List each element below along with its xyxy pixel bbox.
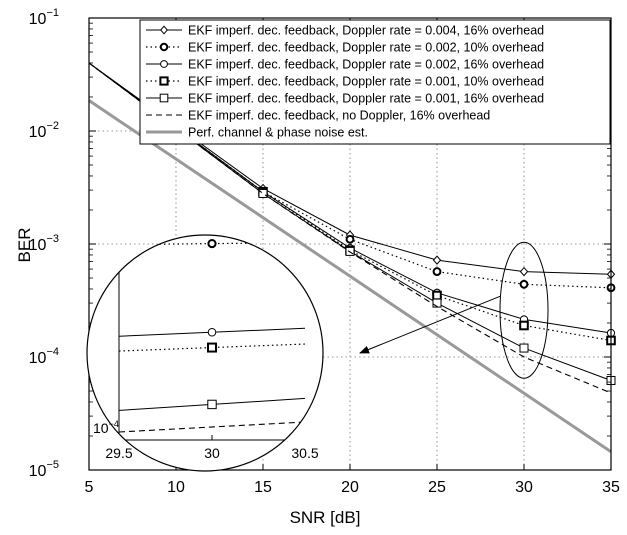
x-tick-label: 20 bbox=[341, 479, 359, 496]
marker-diamond bbox=[208, 207, 215, 215]
y-tick-exponent: −5 bbox=[46, 459, 59, 471]
marker-circle-bold bbox=[519, 279, 529, 289]
legend-entry-6: EKF imperf. dec. feedback, no Doppler, 1… bbox=[146, 109, 490, 123]
x-tick-label: 5 bbox=[85, 479, 94, 496]
marker-square bbox=[258, 188, 268, 198]
marker-square-bold bbox=[432, 290, 442, 301]
series-line bbox=[88, 99, 612, 454]
y-tick-label: 10−1 bbox=[29, 7, 59, 28]
series-1 bbox=[88, 62, 616, 279]
y-tick-label: 10−3 bbox=[29, 233, 59, 254]
marker-diamond bbox=[160, 25, 168, 35]
legend-entry-2: EKF imperf. dec. feedback, Doppler rate … bbox=[146, 41, 544, 55]
marker-square bbox=[159, 93, 169, 103]
y-tick-base: 10 bbox=[29, 11, 47, 28]
x-tick-label: 30 bbox=[515, 479, 533, 496]
y-tick-base: 10 bbox=[29, 463, 47, 480]
inset-y-tick-exponent: −4 bbox=[109, 419, 119, 429]
marker-circle-bold bbox=[159, 42, 169, 52]
x-tick-label: 10 bbox=[167, 479, 185, 496]
legend-label: EKF imperf. dec. feedback, Doppler rate … bbox=[188, 41, 544, 55]
x-tick-label: 25 bbox=[428, 479, 446, 496]
inset-y-tick-label: 10−4 bbox=[93, 419, 119, 436]
marker-square-bold bbox=[519, 320, 529, 331]
inset-x-tick-label: 29.5 bbox=[105, 445, 132, 461]
series-layer bbox=[88, 62, 616, 394]
legend-label: EKF imperf. dec. feedback, Doppler rate … bbox=[188, 24, 544, 38]
inset-series-3 bbox=[118, 327, 306, 337]
y-tick-exponent: −1 bbox=[46, 7, 59, 19]
x-axis-label: SNR [dB] bbox=[290, 508, 361, 527]
y-tick-base: 10 bbox=[29, 350, 47, 367]
legend-entry-7: Perf. channel & phase noise est. bbox=[146, 126, 368, 140]
marker-circle-bold bbox=[432, 267, 442, 276]
zoom-arrow bbox=[359, 295, 501, 354]
inset-series-1 bbox=[119, 207, 305, 215]
legend-box bbox=[139, 19, 611, 145]
legend: EKF imperf. dec. feedback, Doppler rate … bbox=[139, 19, 611, 145]
y-tick-base: 10 bbox=[29, 237, 47, 254]
y-tick-exponent: −2 bbox=[46, 120, 59, 132]
marker-diamond bbox=[519, 266, 529, 277]
series-line bbox=[88, 62, 612, 342]
x-tick-label: 15 bbox=[254, 479, 272, 496]
zoom-ellipse bbox=[499, 241, 549, 379]
x-tick-label: 35 bbox=[602, 479, 620, 496]
y-tick-exponent: −4 bbox=[46, 346, 59, 358]
inset-x-tick-label: 30 bbox=[204, 445, 220, 461]
legend-entry-3: EKF imperf. dec. feedback, Doppler rate … bbox=[146, 58, 544, 72]
legend-label: Perf. channel & phase noise est. bbox=[188, 126, 368, 140]
y-tick-label: 10−2 bbox=[29, 120, 59, 141]
series-7 bbox=[88, 99, 612, 454]
marker-square-bold bbox=[207, 342, 217, 353]
legend-entry-5: EKF imperf. dec. feedback, Doppler rate … bbox=[146, 92, 544, 106]
legend-label: EKF imperf. dec. feedback, Doppler rate … bbox=[188, 58, 544, 72]
y-tick-exponent: −3 bbox=[46, 233, 59, 245]
inset-series-5 bbox=[118, 397, 306, 411]
y-tick-label: 10−5 bbox=[29, 459, 59, 480]
y-axis-label: BER bbox=[15, 228, 34, 263]
reference-curve-layer bbox=[88, 99, 612, 454]
marker-square bbox=[207, 399, 217, 410]
inset-series-line bbox=[118, 421, 306, 433]
series-line bbox=[88, 62, 612, 275]
legend-label: EKF imperf. dec. feedback, Doppler rate … bbox=[188, 92, 544, 106]
legend-entry-4: EKF imperf. dec. feedback, Doppler rate … bbox=[146, 75, 544, 89]
inset-plot bbox=[118, 207, 323, 441]
marker-circle bbox=[160, 60, 168, 68]
inset-y-tick-base: 10 bbox=[93, 420, 109, 436]
inset-series-2 bbox=[118, 239, 306, 249]
marker-diamond bbox=[432, 255, 442, 265]
marker-circle-bold bbox=[207, 239, 217, 249]
inset-x-tick-label: 30.5 bbox=[291, 445, 318, 461]
y-tick-label: 10−4 bbox=[29, 346, 59, 367]
marker-square bbox=[519, 343, 529, 353]
inset-series-4 bbox=[118, 342, 306, 353]
legend-label: EKF imperf. dec. feedback, no Doppler, 1… bbox=[188, 109, 490, 123]
legend-label: EKF imperf. dec. feedback, Doppler rate … bbox=[188, 75, 544, 89]
zoom-annotation: 29.5 30 30.5 10−4 bbox=[86, 207, 549, 472]
marker-square-bold bbox=[159, 76, 169, 86]
marker-circle bbox=[207, 327, 217, 337]
marker-circle-bold bbox=[345, 234, 355, 244]
series-6 bbox=[88, 62, 612, 394]
y-tick-base: 10 bbox=[29, 124, 47, 141]
legend-entry-1: EKF imperf. dec. feedback, Doppler rate … bbox=[146, 24, 544, 38]
inset-series-6 bbox=[118, 421, 306, 433]
series-line bbox=[88, 62, 612, 394]
inset-circle bbox=[86, 234, 324, 472]
